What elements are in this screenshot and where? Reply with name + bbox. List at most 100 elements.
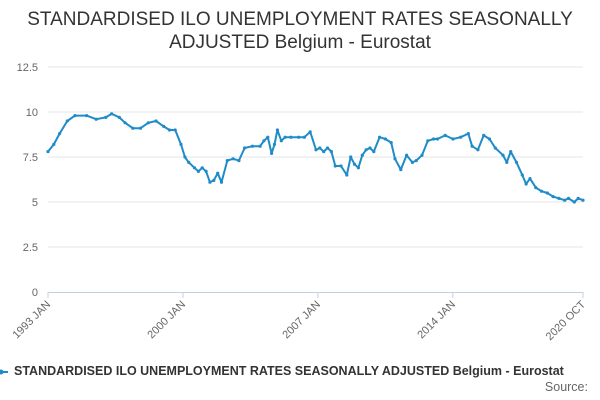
data-point[interactable] xyxy=(557,196,561,200)
data-point[interactable] xyxy=(372,150,376,154)
data-point[interactable] xyxy=(283,135,287,139)
data-point[interactable] xyxy=(520,173,524,177)
data-point[interactable] xyxy=(318,146,322,150)
data-point[interactable] xyxy=(352,162,357,166)
data-point[interactable] xyxy=(162,124,166,128)
data-point[interactable] xyxy=(566,196,571,200)
data-point[interactable] xyxy=(410,160,414,164)
data-point[interactable] xyxy=(308,130,312,134)
data-point[interactable] xyxy=(225,159,229,163)
data-point[interactable] xyxy=(426,139,430,143)
data-point[interactable] xyxy=(459,135,463,139)
data-point[interactable] xyxy=(46,150,50,154)
data-point[interactable] xyxy=(73,114,77,118)
data-point[interactable] xyxy=(524,182,528,186)
data-point[interactable] xyxy=(173,128,177,132)
data-point[interactable] xyxy=(576,196,580,200)
data-point[interactable] xyxy=(393,157,397,161)
data-point[interactable] xyxy=(192,166,197,170)
data-point[interactable] xyxy=(270,151,274,155)
data-point[interactable] xyxy=(545,191,549,195)
data-point[interactable] xyxy=(360,153,364,157)
data-point[interactable] xyxy=(534,186,538,190)
data-point[interactable] xyxy=(219,180,224,184)
legend[interactable]: STANDARDISED ILO UNEMPLOYMENT RATES SEAS… xyxy=(0,362,600,382)
data-point[interactable] xyxy=(364,148,368,152)
data-point[interactable] xyxy=(539,189,544,193)
data-point[interactable] xyxy=(329,150,333,154)
data-point[interactable] xyxy=(187,160,191,164)
data-point[interactable] xyxy=(501,153,505,157)
data-point[interactable] xyxy=(275,128,279,132)
data-point[interactable] xyxy=(339,164,343,168)
data-point[interactable] xyxy=(509,150,513,154)
data-point[interactable] xyxy=(85,114,89,118)
data-point[interactable] xyxy=(123,121,127,125)
data-point[interactable] xyxy=(212,178,216,182)
data-point[interactable] xyxy=(200,166,204,170)
data-point[interactable] xyxy=(110,112,114,116)
data-point[interactable] xyxy=(154,119,158,123)
data-point[interactable] xyxy=(333,164,337,168)
data-point[interactable] xyxy=(243,146,247,150)
data-point[interactable] xyxy=(208,180,212,184)
data-point[interactable] xyxy=(470,144,474,148)
data-point[interactable] xyxy=(146,121,150,125)
data-point[interactable] xyxy=(528,177,532,181)
data-point[interactable] xyxy=(476,148,480,152)
data-point[interactable] xyxy=(405,153,409,157)
data-point[interactable] xyxy=(179,142,183,146)
series-line[interactable] xyxy=(47,112,584,203)
data-point[interactable] xyxy=(297,135,301,139)
data-point[interactable] xyxy=(581,198,585,202)
data-point[interactable] xyxy=(414,159,418,163)
data-point[interactable] xyxy=(551,195,555,199)
data-point[interactable] xyxy=(349,155,353,159)
data-point[interactable] xyxy=(117,115,121,119)
data-point[interactable] xyxy=(399,168,403,172)
data-point[interactable] xyxy=(104,115,108,119)
data-point[interactable] xyxy=(443,133,447,137)
data-point[interactable] xyxy=(266,135,270,139)
data-point[interactable] xyxy=(231,157,235,161)
data-point[interactable] xyxy=(65,119,69,123)
data-point[interactable] xyxy=(435,137,439,141)
data-point[interactable] xyxy=(356,166,360,170)
data-point[interactable] xyxy=(514,160,519,164)
data-point[interactable] xyxy=(451,137,455,141)
data-point[interactable] xyxy=(322,150,326,154)
data-point[interactable] xyxy=(58,132,62,136)
data-point[interactable] xyxy=(204,169,208,173)
data-point[interactable] xyxy=(493,146,497,150)
data-point[interactable] xyxy=(378,135,382,139)
data-point[interactable] xyxy=(368,146,372,150)
data-point[interactable] xyxy=(466,132,470,136)
data-point[interactable] xyxy=(131,126,135,130)
data-point[interactable] xyxy=(272,142,277,146)
data-point[interactable] xyxy=(505,160,509,164)
data-point[interactable] xyxy=(196,169,200,173)
data-point[interactable] xyxy=(237,159,241,163)
data-point[interactable] xyxy=(420,153,424,157)
data-point[interactable] xyxy=(250,144,254,148)
data-point[interactable] xyxy=(183,155,187,159)
data-point[interactable] xyxy=(383,137,387,141)
data-point[interactable] xyxy=(262,139,266,143)
data-point[interactable] xyxy=(563,198,567,202)
data-point[interactable] xyxy=(487,137,492,141)
data-point[interactable] xyxy=(216,171,220,175)
data-point[interactable] xyxy=(572,200,576,204)
data-point[interactable] xyxy=(167,128,172,132)
data-point[interactable] xyxy=(325,146,330,150)
data-point[interactable] xyxy=(138,126,143,130)
data-point[interactable] xyxy=(302,135,306,139)
data-point[interactable] xyxy=(432,137,436,141)
data-point[interactable] xyxy=(482,133,486,137)
data-point[interactable] xyxy=(389,141,393,145)
data-point[interactable] xyxy=(345,173,349,177)
data-point[interactable] xyxy=(314,148,318,152)
data-point[interactable] xyxy=(279,139,283,143)
data-point[interactable] xyxy=(258,144,262,148)
data-point[interactable] xyxy=(94,117,98,121)
data-point[interactable] xyxy=(289,135,293,139)
